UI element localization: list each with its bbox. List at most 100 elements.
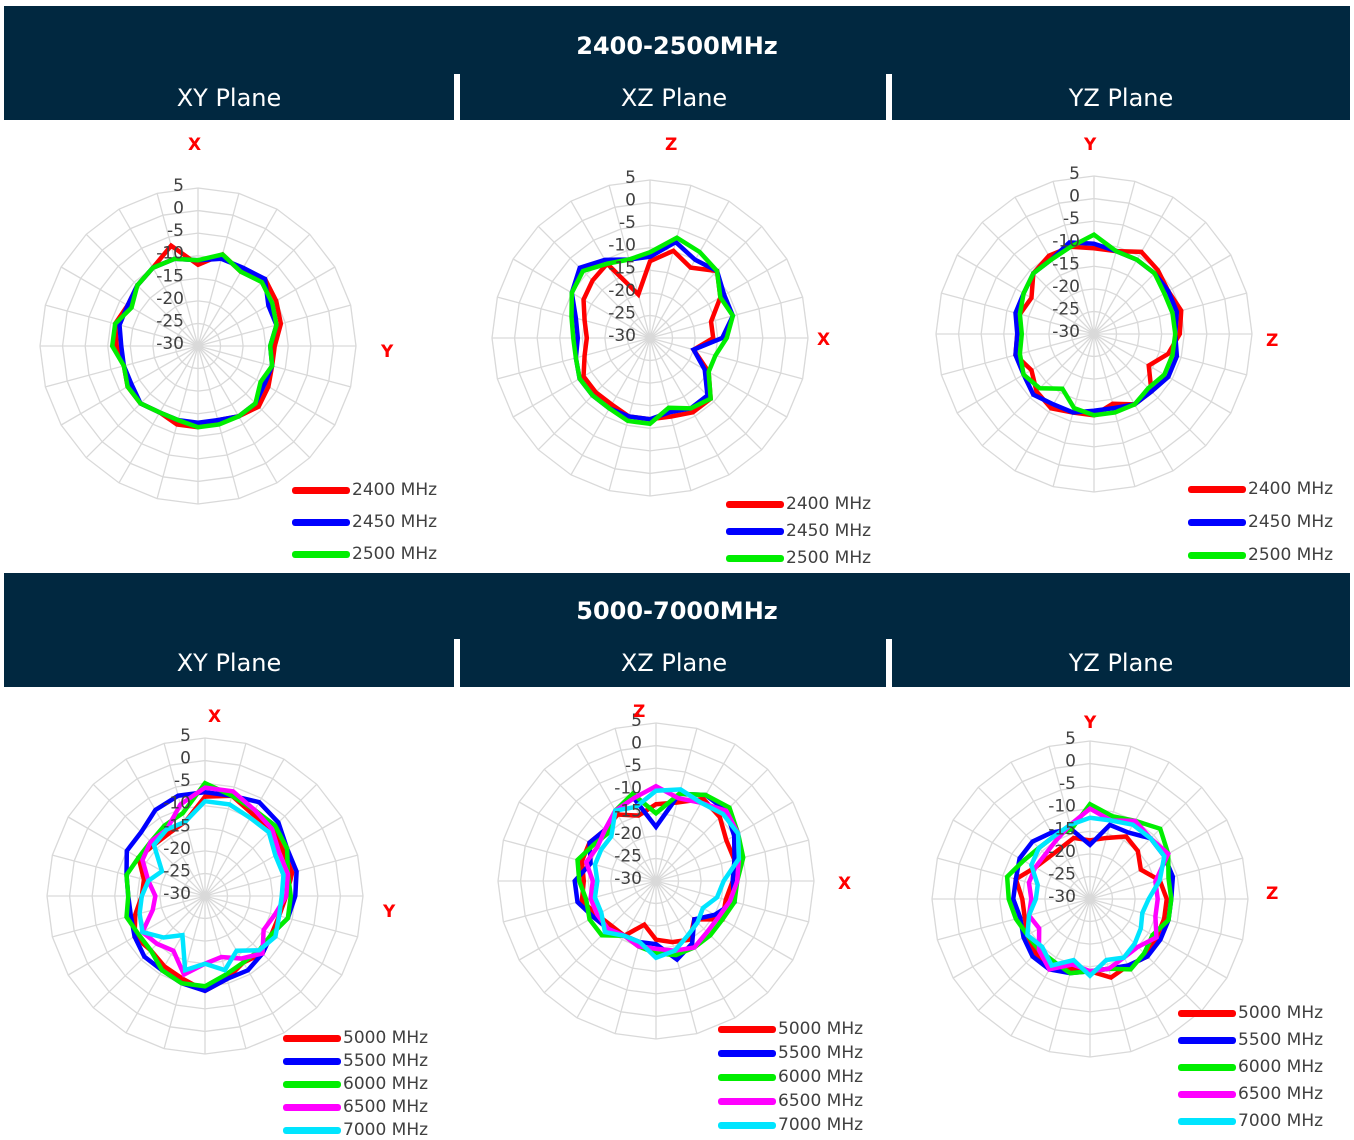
chart-right-axis-label: X [838,874,852,894]
tick-label: -30 [608,326,636,346]
legend-swatch [283,1080,341,1088]
plane-divider [454,74,460,120]
radiation-pattern-chart-6: 5 0-5 -10-15 -20-25 -30 [931,729,1249,1058]
series-line [117,256,279,426]
grid-spoke [1093,221,1207,335]
legend-entry: 7000 MHz [1178,1111,1323,1131]
legend-label: 5000 MHz [343,1028,429,1048]
chart-legend: 2400 MHz 2450 MHz 2500 MHz [292,480,452,570]
legend-entry: 2450 MHz [292,512,437,532]
tick-label: -30 [1048,887,1076,907]
legend-label: 2450 MHz [1248,512,1334,532]
grid-spoke [197,233,311,347]
legend-entry: 5000 MHz [718,1019,863,1039]
chart-top-axis-label: X [208,707,222,727]
legend-label: 5500 MHz [343,1051,429,1071]
tick-label: 0 [1065,752,1076,772]
grid-spoke [1089,819,1228,900]
tick-label: 0 [631,734,642,754]
radiation-pattern-chart-5: 5 0-5 -10-15 -20-25 -30 [497,711,815,1040]
series-line [592,787,742,961]
legend-swatch [1178,1063,1236,1071]
legend-swatch [283,1034,341,1042]
tick-label: -25 [614,846,642,866]
legend-swatch [726,527,784,535]
tick-label: -10 [1052,232,1080,252]
legend-swatch [718,1049,776,1057]
legend-swatch [718,1121,776,1129]
tick-label: -5 [167,221,184,241]
plane-divider [886,639,892,687]
legend-label: 7000 MHz [1238,1111,1324,1131]
legend-swatch [283,1103,341,1111]
chart-top-axis-label: Y [1084,135,1097,155]
tick-label: -10 [163,794,191,814]
legend-swatch [283,1057,341,1065]
legend-entry: 5000 MHz [1178,1003,1323,1023]
legend-swatch [1188,518,1246,526]
chart-legend: 2400 MHz 2450 MHz 2500 MHz [1188,479,1348,571]
legend-swatch [726,554,784,562]
tick-label: -20 [1052,277,1080,297]
plane-title-xy: XY Plane [176,649,282,677]
chart-legend: 5000 MHz 5500 MHz 6000 MHz 6500 MHz 7000 MHz [1178,1003,1348,1137]
grid-spoke [204,758,285,897]
plane-title-yz: YZ Plane [1068,649,1174,677]
grid-spoke [981,221,1095,335]
chart-right-axis-label: Y [383,902,396,922]
tick-label: -15 [1052,254,1080,274]
legend-label: 2450 MHz [352,512,438,532]
grid-spoke [576,880,657,1019]
legend-swatch [718,1025,776,1033]
radiation-pattern-chart-4: 5 0-5 -10-15 -20-25 -30 [46,726,364,1055]
tick-label: -5 [1063,209,1080,229]
tick-label: -10 [614,779,642,799]
chart-legend: 5000 MHz 5500 MHz 6000 MHz 6500 MHz 7000 MHz [283,1028,443,1140]
legend-entry: 2400 MHz [1188,479,1333,499]
legend-entry: 2500 MHz [1188,545,1333,565]
legend-swatch [292,486,350,494]
legend-label: 5000 MHz [778,1019,864,1039]
legend-label: 6500 MHz [778,1091,864,1111]
legend-label: 6000 MHz [1238,1057,1324,1077]
grid-spoke [649,337,788,418]
legend-swatch [292,518,350,526]
legend-label: 6000 MHz [343,1074,429,1094]
tick-label: -25 [608,303,636,323]
chart-legend: 5000 MHz 5500 MHz 6000 MHz 6500 MHz 7000 MHz [718,1019,878,1135]
grid-spoke [118,208,199,347]
tick-label: 5 [631,711,642,731]
plane-title-xz: XZ Plane [620,84,728,112]
legend-swatch [726,500,784,508]
chart-top-axis-label: Z [665,135,678,155]
section-title: 5000-7000MHz [576,597,778,625]
grid-spoke [156,193,199,347]
series-line [569,235,736,427]
grid-spoke [649,185,692,339]
chart-right-axis-label: Z [1266,331,1279,351]
legend-entry: 5000 MHz [283,1028,428,1048]
chart-right-axis-label: X [817,330,831,350]
legend-entry: 7000 MHz [283,1120,428,1140]
legend-entry: 5500 MHz [718,1043,863,1063]
section-title: 2400-2500MHz [576,32,778,60]
grid-spoke [1089,786,1203,900]
legend-swatch [1178,1090,1236,1098]
legend-entry: 2450 MHz [726,521,871,541]
grid-spoke [197,208,278,347]
grid-spoke [204,783,318,897]
legend-swatch [283,1126,341,1134]
legend-label: 5500 MHz [1238,1030,1324,1050]
tick-label: -30 [163,884,191,904]
legend-label: 6500 MHz [343,1097,429,1117]
tick-label: 0 [180,749,191,769]
tick-label: 0 [173,199,184,219]
section-header-1: 2400-2500MHz XY Plane XZ Plane YZ Plane [4,6,1350,120]
tick-label: -25 [163,861,191,881]
legend-label: 2500 MHz [786,548,872,568]
tick-label: -15 [608,258,636,278]
tick-label: -5 [625,756,642,776]
series-line [109,251,279,430]
legend-swatch [1178,1036,1236,1044]
plane-title-xy: XY Plane [176,84,282,112]
